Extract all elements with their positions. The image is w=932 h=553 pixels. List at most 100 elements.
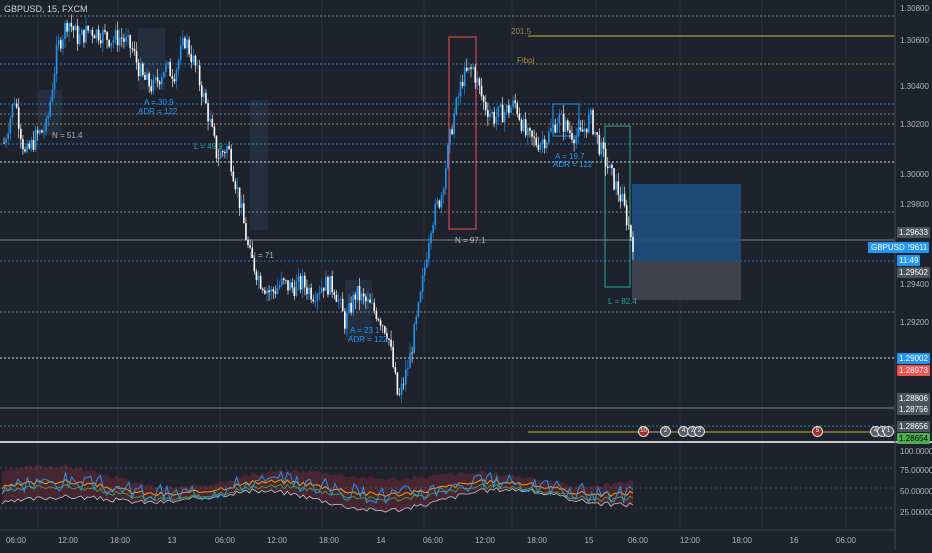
candle-body <box>104 30 106 32</box>
candle-body <box>367 299 369 302</box>
candle-body <box>205 92 207 104</box>
symbol-price-tag: GBPUSD <box>868 242 908 253</box>
time-axis-label: 12:00 <box>57 536 79 545</box>
candle-body <box>539 143 542 150</box>
candle-body <box>468 67 470 71</box>
chart-annotation: A = 30.9 <box>144 98 174 107</box>
price-tick-label: 1.29400 <box>900 280 929 289</box>
candle-body <box>17 107 20 129</box>
candle-body <box>541 139 544 144</box>
candle-body <box>423 267 426 276</box>
indicator-tick-label: 50.00000 <box>900 487 932 496</box>
candle-body <box>383 326 386 334</box>
candle-body <box>524 119 527 136</box>
candle-body <box>116 30 119 46</box>
candle-body <box>375 310 378 320</box>
candle-body <box>325 277 327 291</box>
candle-body <box>184 37 186 49</box>
event-marker[interactable]: 2 <box>660 426 671 437</box>
event-marker[interactable]: 1 <box>883 426 894 437</box>
candle-body <box>316 294 319 302</box>
candle-body <box>257 275 260 281</box>
candle-body <box>474 67 477 83</box>
chart-annotation: N = 71 <box>250 251 274 260</box>
candle-body <box>337 299 340 302</box>
red-range-box <box>448 36 477 230</box>
time-axis-label: 16 <box>789 536 799 545</box>
candle-body <box>318 292 321 295</box>
chart-annotation: ADR = 122 <box>138 107 178 116</box>
time-axis-label: 18:00 <box>526 536 548 545</box>
candle-body <box>76 25 79 45</box>
candle-body <box>152 79 155 92</box>
candle-body <box>9 117 12 134</box>
candle-body <box>95 29 98 39</box>
candle-body <box>495 116 498 124</box>
candle-body <box>209 119 211 122</box>
candles <box>3 14 634 403</box>
candle-body <box>219 151 222 159</box>
candle-body <box>522 119 525 131</box>
candle-body <box>146 73 148 80</box>
candle-body <box>203 92 205 98</box>
candle-body <box>85 25 87 43</box>
horizontal-levels <box>0 15 895 433</box>
candle-body <box>133 48 136 51</box>
candle-body <box>588 114 590 133</box>
candle-body <box>247 239 249 246</box>
candle-body <box>45 118 47 132</box>
candle-body <box>487 110 489 117</box>
candle-body <box>129 35 132 49</box>
candle-body <box>43 131 45 133</box>
candle-body <box>34 130 37 150</box>
candle-body <box>160 77 163 85</box>
candle-body <box>590 110 592 115</box>
chart-title: GBPUSD, 15, FXCM <box>4 4 88 14</box>
candle-body <box>348 302 350 313</box>
candle-body <box>501 104 504 123</box>
candle-body <box>66 23 68 32</box>
candle-body <box>312 299 315 302</box>
candle-body <box>232 171 235 182</box>
event-marker[interactable]: 10 <box>638 426 649 437</box>
candle-body <box>26 143 28 152</box>
candle-body <box>213 126 216 136</box>
indicator-tick-label: 25.00000 <box>900 508 932 517</box>
price-tick-label: 1.30000 <box>900 170 929 179</box>
candle-body <box>592 110 594 135</box>
candle-body <box>632 237 634 253</box>
candle-body <box>301 275 304 290</box>
chart-annotation: A = 23.1 <box>350 326 380 335</box>
candle-body <box>5 138 7 143</box>
candle-body <box>217 158 220 159</box>
event-marker[interactable]: 5 <box>812 426 823 437</box>
candle-body <box>335 294 338 302</box>
candle-body <box>455 98 458 115</box>
candle-body <box>266 290 268 294</box>
candle-body <box>224 152 226 154</box>
candle-body <box>173 78 176 82</box>
candle-body <box>562 113 565 132</box>
candle-body <box>625 205 628 226</box>
candle-body <box>413 324 416 354</box>
candle-body <box>24 149 26 152</box>
candle-body <box>577 127 580 136</box>
price-tick-label: 1.30400 <box>900 82 929 91</box>
candle-body <box>333 291 336 295</box>
price-tick-label: 1.30200 <box>900 120 929 129</box>
candle-body <box>613 168 615 190</box>
event-marker[interactable]: 2 <box>694 426 705 437</box>
candle-body <box>87 25 89 31</box>
candle-body <box>186 39 188 49</box>
time-axis-label: 06:00 <box>422 536 444 545</box>
candle-body <box>449 129 451 145</box>
candle-body <box>175 69 178 82</box>
candle-body <box>514 100 516 104</box>
position-loss-zone <box>632 261 741 300</box>
candle-body <box>158 81 161 85</box>
candle-body <box>447 144 449 169</box>
candle-body <box>472 67 474 69</box>
candle-body <box>198 65 201 86</box>
candle-body <box>207 103 209 122</box>
